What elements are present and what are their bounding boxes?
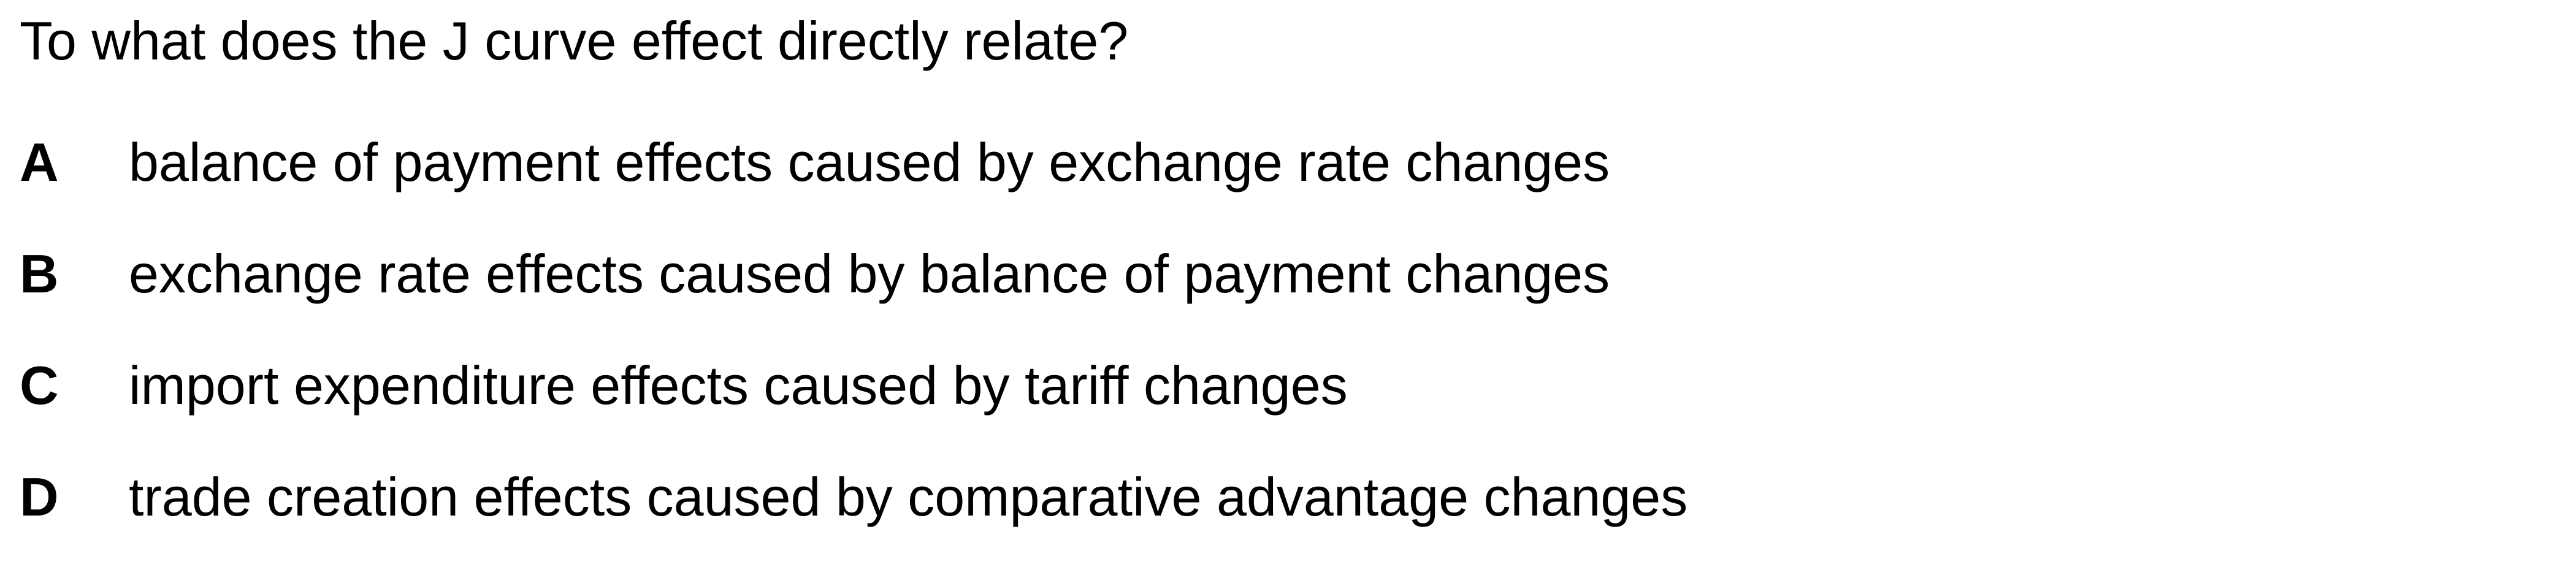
option-b: B exchange rate effects caused by balanc… xyxy=(20,240,1687,352)
option-b-text: exchange rate effects caused by balance … xyxy=(129,243,1610,304)
option-c: C import expenditure effects caused by t… xyxy=(20,352,1687,463)
option-d-letter: D xyxy=(20,466,59,527)
option-a-letter: A xyxy=(20,132,59,192)
option-c-letter: C xyxy=(20,355,59,416)
option-d: D trade creation effects caused by compa… xyxy=(20,463,1687,575)
option-c-text: import expenditure effects caused by tar… xyxy=(129,355,1348,416)
option-b-letter: B xyxy=(20,243,59,304)
option-a-text: balance of payment effects caused by exc… xyxy=(129,132,1610,192)
question-text: To what does the J curve effect directly… xyxy=(20,10,1129,71)
option-d-text: trade creation effects caused by compara… xyxy=(129,466,1688,527)
answer-options: A balance of payment effects caused by e… xyxy=(20,129,1687,575)
option-a: A balance of payment effects caused by e… xyxy=(20,129,1687,240)
